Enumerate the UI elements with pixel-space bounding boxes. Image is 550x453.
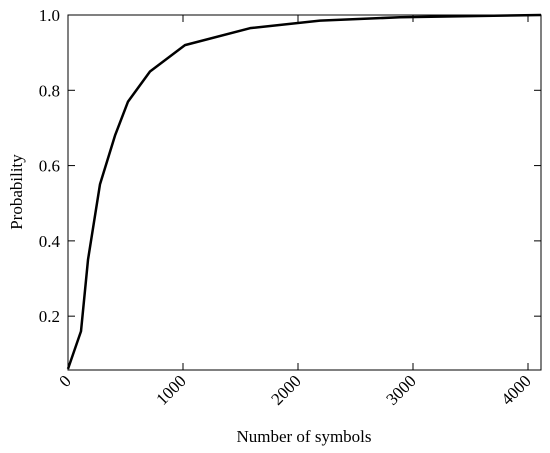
data-line <box>66 13 542 370</box>
y-tick-label: 0.8 <box>39 81 60 100</box>
x-tick-label: 2000 <box>267 371 304 408</box>
x-tick-label: 1000 <box>152 371 189 408</box>
plot-frame <box>67 14 542 371</box>
x-tick-label: 4000 <box>497 371 534 408</box>
y-tick-label: 1.0 <box>39 6 60 25</box>
x-axis-label: Number of symbols <box>236 427 371 446</box>
y-tick-label: 0.2 <box>39 307 60 326</box>
y-axis-label: Probability <box>7 154 26 230</box>
y-tick-label: 0.6 <box>39 157 60 176</box>
y-tick-label: 0.4 <box>39 232 61 251</box>
x-tick-label: 0 <box>55 371 74 390</box>
x-tick-label: 3000 <box>382 371 419 408</box>
